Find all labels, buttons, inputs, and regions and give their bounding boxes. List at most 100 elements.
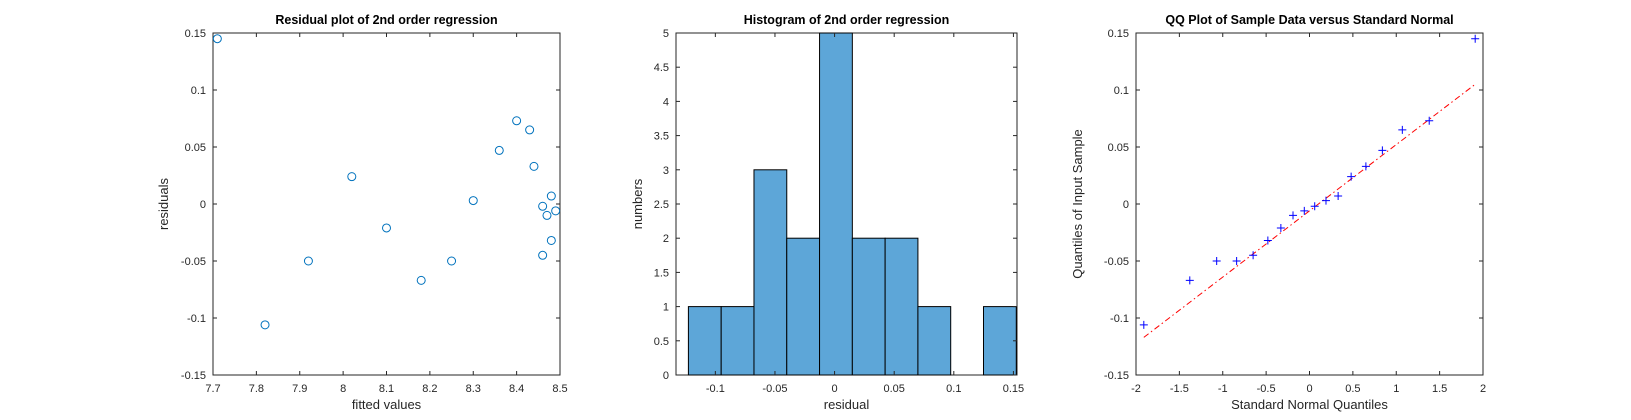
residual-point bbox=[416, 275, 426, 285]
histogram-panel: Histogram of 2nd order regression residu… bbox=[630, 13, 1024, 412]
histogram-ytick-label: 2.5 bbox=[654, 199, 669, 211]
histogram-ylabel: numbers bbox=[630, 178, 645, 229]
residual-plot-ytick-label: 0.05 bbox=[185, 142, 206, 154]
qq-point bbox=[1289, 211, 1298, 220]
histogram-ytick-label: 4.5 bbox=[654, 62, 669, 74]
residual-plot-ytick-label: -0.15 bbox=[181, 370, 206, 382]
residual-point bbox=[260, 320, 270, 330]
qq-plot-ytick-label: -0.05 bbox=[1104, 256, 1129, 268]
qq-plot-xtick-label: -0.5 bbox=[1257, 383, 1276, 395]
histogram-ytick-label: 3 bbox=[663, 165, 669, 177]
residual-plot-xtick-label: 7.8 bbox=[249, 383, 264, 395]
residual-plot-ytick-label: 0.1 bbox=[191, 85, 206, 97]
residual-plot-xtick-label: 8.4 bbox=[509, 383, 524, 395]
qq-point bbox=[1276, 223, 1285, 232]
histogram-xtick-label: 0.05 bbox=[883, 383, 904, 395]
residual-point bbox=[382, 223, 391, 233]
residual-plot-xlabel: fitted values bbox=[352, 397, 422, 412]
histogram-ytick-label: 5 bbox=[663, 28, 669, 40]
histogram-ytick-label: 3.5 bbox=[654, 131, 669, 143]
histogram-ytick-label: 4 bbox=[663, 96, 669, 108]
histogram-xtick-label: -0.1 bbox=[706, 383, 725, 395]
qq-plot-xtick-label: 2 bbox=[1480, 383, 1486, 395]
qq-plot-ytick-label: -0.15 bbox=[1104, 370, 1129, 382]
residual-point bbox=[494, 145, 504, 155]
residual-point bbox=[529, 161, 539, 171]
residual-plot-xtick-label: 8.5 bbox=[552, 383, 567, 395]
qq-point bbox=[1232, 257, 1241, 265]
qq-point bbox=[1212, 257, 1221, 265]
qq-point bbox=[1321, 196, 1330, 205]
histogram-xtick-label: 0 bbox=[832, 383, 838, 395]
qq-plot-title: QQ Plot of Sample Data versus Standard N… bbox=[1165, 13, 1453, 27]
qq-point bbox=[1249, 251, 1258, 260]
residual-point bbox=[542, 210, 552, 220]
residual-point bbox=[538, 201, 548, 211]
histogram-bar bbox=[753, 169, 788, 376]
qq-point bbox=[1334, 192, 1343, 201]
residual-plot-ylabel: residuals bbox=[156, 177, 171, 230]
qq-plot-xlabel: Standard Normal Quantiles bbox=[1231, 397, 1388, 412]
histogram-title: Histogram of 2nd order regression bbox=[744, 13, 950, 27]
qq-plot-axes-box bbox=[1135, 32, 1484, 376]
qq-point bbox=[1139, 320, 1148, 329]
histogram-bar bbox=[720, 306, 755, 376]
residual-plot-ytick-label: -0.05 bbox=[181, 256, 206, 268]
histogram-bar bbox=[884, 237, 919, 376]
residual-plot-title: Residual plot of 2nd order regression bbox=[275, 13, 497, 27]
residual-point bbox=[551, 206, 561, 216]
residual-plot-xtick-label: 7.9 bbox=[292, 383, 307, 395]
qq-point bbox=[1378, 146, 1387, 155]
histogram-xtick-label: 0.15 bbox=[1003, 383, 1024, 395]
qq-plot-xtick-label: -1.5 bbox=[1170, 383, 1189, 395]
qq-plot-ytick-label: -0.1 bbox=[1110, 313, 1129, 325]
residual-plot-points bbox=[212, 34, 561, 330]
qq-point bbox=[1347, 172, 1356, 181]
histogram-ytick-label: 2 bbox=[663, 233, 669, 245]
residual-point bbox=[525, 125, 535, 135]
qq-point bbox=[1310, 202, 1319, 211]
residual-plot-xtick-label: 8 bbox=[340, 383, 346, 395]
residual-plot-ytick-label: 0 bbox=[200, 199, 206, 211]
histogram-bar bbox=[819, 32, 853, 376]
histogram-ytick-label: 0 bbox=[663, 370, 669, 382]
residual-point bbox=[546, 235, 556, 245]
qq-plot-xtick-label: 0.5 bbox=[1345, 383, 1360, 395]
histogram-bars bbox=[687, 32, 1017, 376]
qq-point bbox=[1300, 206, 1309, 215]
qq-reference-line bbox=[1143, 83, 1476, 338]
residual-point bbox=[538, 250, 548, 260]
histogram-ytick-label: 1 bbox=[663, 302, 669, 314]
residual-point bbox=[212, 34, 222, 44]
residual-plot-xtick-label: 8.3 bbox=[466, 383, 481, 395]
residual-plot-xtick-label: 8.2 bbox=[422, 383, 437, 395]
histogram-ticks: -0.1 -0.05 0 0.05 0.1 0.15 0 0.5 1 1.5 2 2.5 3 3.5 4 4.… bbox=[654, 28, 1024, 395]
qq-point bbox=[1361, 162, 1370, 171]
qq-plot-ytick-label: 0.05 bbox=[1108, 142, 1129, 154]
residual-point bbox=[303, 256, 313, 266]
residual-point bbox=[447, 256, 457, 266]
residual-plot-ytick-label: 0.15 bbox=[185, 28, 206, 40]
residual-plot-xtick-label: 8.1 bbox=[379, 383, 394, 395]
histogram-ytick-label: 1.5 bbox=[654, 267, 669, 279]
qq-plot-xtick-label: 0 bbox=[1306, 383, 1312, 395]
qq-plot-ytick-label: 0.15 bbox=[1108, 28, 1129, 40]
histogram-xtick-label: -0.05 bbox=[762, 383, 787, 395]
qq-plot-xtick-label: -2 bbox=[1131, 383, 1141, 395]
residual-plot-ytick-label: -0.1 bbox=[187, 313, 206, 325]
histogram-bar bbox=[786, 237, 821, 376]
qq-plot-xtick-label: 1 bbox=[1393, 383, 1399, 395]
histogram-bar bbox=[687, 306, 722, 376]
qq-plot-marks bbox=[1139, 34, 1480, 338]
qq-plot-ytick-label: 0 bbox=[1123, 199, 1129, 211]
residual-plot-axes-box bbox=[212, 32, 561, 376]
qq-plot-xtick-label: 1.5 bbox=[1432, 383, 1447, 395]
qq-point bbox=[1263, 236, 1272, 245]
qq-point bbox=[1398, 125, 1407, 134]
qq-point bbox=[1185, 276, 1194, 285]
qq-plot-ticks: -2 -1.5 -1 -0.5 0 0.5 1 1.5 2 -0.15 -0.1 -0.05 0 0.05… bbox=[1104, 28, 1486, 395]
residual-point bbox=[512, 116, 522, 126]
histogram-bar bbox=[851, 237, 886, 376]
qq-point bbox=[1471, 34, 1480, 43]
